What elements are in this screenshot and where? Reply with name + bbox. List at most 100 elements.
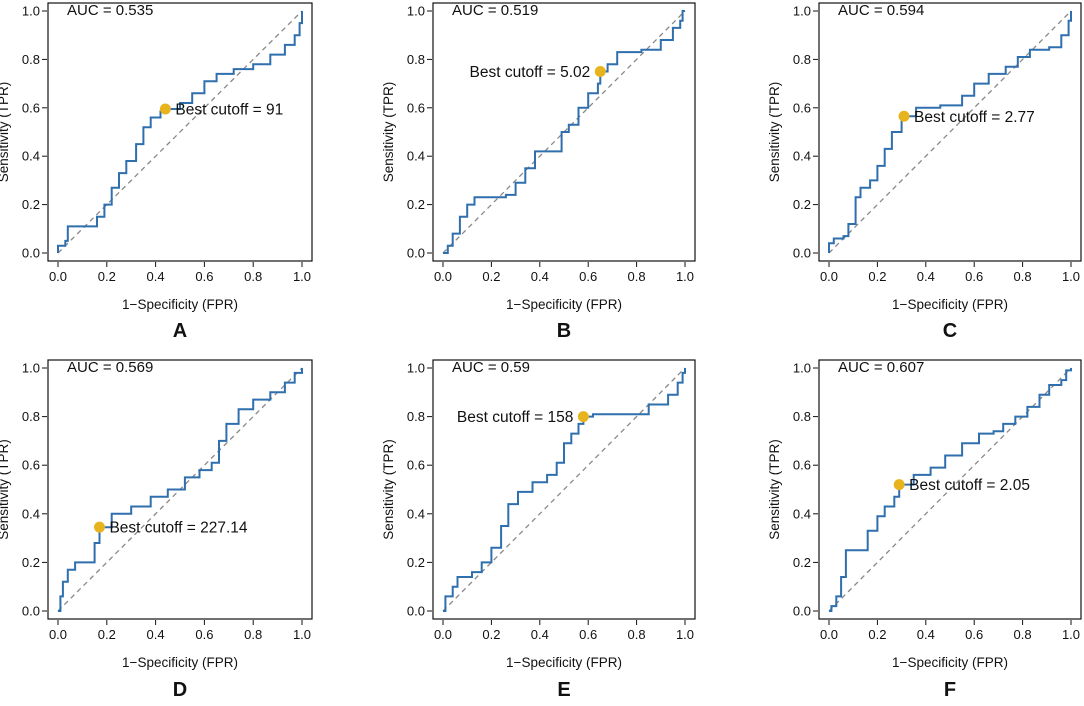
panel-a-x-tick-label-1: 0.2 [98,269,116,284]
panel-a-y-tick-label-2: 0.4 [22,149,40,164]
panel-b-x-tick-label-4: 0.8 [628,269,646,284]
panel-b-y-tick-label-2: 0.4 [407,149,425,164]
panel-a-y-tick-label-4: 0.8 [22,52,40,67]
panel-a-y-tick-label-5: 1.0 [22,4,40,19]
panel-f-best-cutoff-label: Best cutoff = 2.05 [909,477,1030,494]
panel-e-x-tick-label-4: 0.8 [628,627,646,642]
panel-f: 0.0 0.2 0.4 0.6 0.8 1.0 0.0 0.2 0.4 0.6 0.8 1.0 1−Sp… [767,359,1082,701]
panel-b-letter: B [557,320,571,342]
panel-b-x-tick-label-2: 0.4 [531,269,549,284]
panel-f-x-tick-label-3: 0.6 [965,627,983,642]
panel-b-best-cutoff-marker [594,66,606,77]
panel-a-best-cutoff-label: Best cutoff = 91 [175,102,283,119]
panel-e-best-cutoff-label: Best cutoff = 158 [457,409,573,426]
panel-b-roc-curve [443,10,685,254]
panel-e-x-tick-label-2: 0.4 [531,627,549,642]
panel-e-best-cutoff-marker [577,411,589,423]
panel-c-x-tick-label-5: 1.0 [1062,269,1080,284]
panel-d-x-tick-label-0: 0.0 [49,627,67,642]
panel-d-y-tick-label-0: 0.0 [22,604,40,619]
panel-e-x-tick-label-3: 0.6 [579,627,597,642]
panel-e-y-tick-label-1: 0.2 [407,555,425,570]
panel-f-roc-curve [829,368,1072,612]
panel-c-y-tick-label-0: 0.0 [793,246,811,261]
panel-f-plot-frame [818,359,1082,620]
panel-c-plot-frame [818,2,1082,262]
panel-a-x-tick-label-2: 0.4 [147,269,165,284]
panel-a-x-tick-label-4: 0.8 [244,269,262,284]
panel-d-roc-curve [58,368,303,612]
panel-f-y-tick-label-0: 0.0 [793,604,811,619]
panel-c-y-axis-title: Sensitivity (TPR) [767,82,782,183]
panel-c-y-tick-label-1: 0.2 [793,197,811,212]
panel-c-x-tick-label-0: 0.0 [820,269,838,284]
panel-e-y-tick-label-0: 0.0 [407,604,425,619]
panel-d-x-tick-label-2: 0.4 [147,627,165,642]
panel-e-y-axis-title: Sensitivity (TPR) [381,439,396,540]
panel-c-x-tick-label-4: 0.8 [1014,269,1032,284]
panel-d-y-axis-title: Sensitivity (TPR) [0,439,11,540]
panel-b-plot-frame [432,2,696,262]
panel-a-plot-frame [47,2,313,262]
panel-e-x-tick-label-0: 0.0 [434,627,452,642]
panel-b-y-tick-label-3: 0.6 [407,100,425,115]
panel-c-letter: C [943,320,957,342]
panel-f-x-tick-label-5: 1.0 [1062,627,1080,642]
panel-a-x-tick-label-3: 0.6 [195,269,213,284]
panel-c-roc-curve [828,11,1072,253]
panel-f-y-tick-label-5: 1.0 [793,361,811,376]
panel-b-y-tick-label-1: 0.2 [407,197,425,212]
panel-b: 0.0 0.2 0.4 0.6 0.8 1.0 0.0 0.2 0.4 0.6 0.8 1.0 1−Sp… [381,2,696,342]
panel-c-y-tick-label-3: 0.6 [793,100,811,115]
panel-f-x-tick-label-0: 0.0 [820,627,838,642]
panel-e-y-tick-label-5: 1.0 [407,361,425,376]
panel-c-auc-label: AUC = 0.594 [838,2,924,19]
panel-e-plot-frame [432,359,696,620]
panel-f-x-axis-title: 1−Specificity (FPR) [892,655,1008,670]
panel-f-x-tick-label-2: 0.4 [917,627,935,642]
panel-f-y-tick-label-4: 0.8 [793,409,811,424]
panel-e-roc-curve [443,368,686,612]
panel-e-y-tick-label-3: 0.6 [407,458,425,473]
panel-d-x-axis-title: 1−Specificity (FPR) [122,655,238,670]
panel-a-y-tick-label-0: 0.0 [22,246,40,261]
panel-f-letter: F [944,679,956,701]
panel-a-x-tick-label-0: 0.0 [49,269,67,284]
panel-c-x-tick-label-1: 0.2 [868,269,886,284]
panel-d-auc-label: AUC = 0.569 [67,359,153,376]
panel-c-x-tick-label-2: 0.4 [917,269,935,284]
panel-c: 0.0 0.2 0.4 0.6 0.8 1.0 0.0 0.2 0.4 0.6 0.8 1.0 1−Sp… [767,2,1082,342]
panel-d-y-tick-label-2: 0.4 [22,506,40,521]
panel-f-y-axis-title: Sensitivity (TPR) [767,439,782,540]
panel-c-x-tick-label-3: 0.6 [965,269,983,284]
panel-d-x-tick-label-5: 1.0 [293,627,311,642]
panel-b-x-tick-label-3: 0.6 [579,269,597,284]
panel-b-y-tick-label-5: 1.0 [407,4,425,19]
panel-b-y-tick-label-4: 0.8 [407,52,425,67]
panel-d-x-tick-label-1: 0.2 [98,627,116,642]
panel-a-y-tick-label-3: 0.6 [22,100,40,115]
panel-f-best-cutoff-marker [893,479,905,491]
panel-f-x-tick-label-1: 0.2 [868,627,886,642]
panel-a-auc-label: AUC = 0.535 [67,2,153,19]
panel-f-y-tick-label-1: 0.2 [793,555,811,570]
panel-a-letter: A [173,320,187,342]
panel-f-auc-label: AUC = 0.607 [838,359,924,376]
panel-e-y-tick-label-2: 0.4 [407,506,425,521]
panel-b-x-tick-label-1: 0.2 [482,269,500,284]
panel-b-x-axis-title: 1−Specificity (FPR) [506,297,622,312]
panel-d-y-tick-label-5: 1.0 [22,361,40,376]
panel-b-auc-label: AUC = 0.519 [452,2,538,19]
panel-e-x-tick-label-5: 1.0 [676,627,694,642]
panel-a-x-tick-label-5: 1.0 [293,269,311,284]
panel-e-x-axis-title: 1−Specificity (FPR) [506,655,622,670]
panel-a-reference-diagonal [57,10,303,254]
panel-f-y-tick-label-2: 0.4 [793,506,811,521]
panel-e: 0.0 0.2 0.4 0.6 0.8 1.0 0.0 0.2 0.4 0.6 0.8 1.0 1−Sp… [381,359,696,701]
panel-d-letter: D [173,679,187,701]
panel-a: 0.0 0.2 0.4 0.6 0.8 1.0 0.0 0.2 0.4 0.6 0.8 1.0 1−Sp… [0,2,313,342]
panel-d-y-tick-label-1: 0.2 [22,555,40,570]
panel-a-y-axis-title: Sensitivity (TPR) [0,82,11,183]
panel-c-y-tick-label-2: 0.4 [793,149,811,164]
